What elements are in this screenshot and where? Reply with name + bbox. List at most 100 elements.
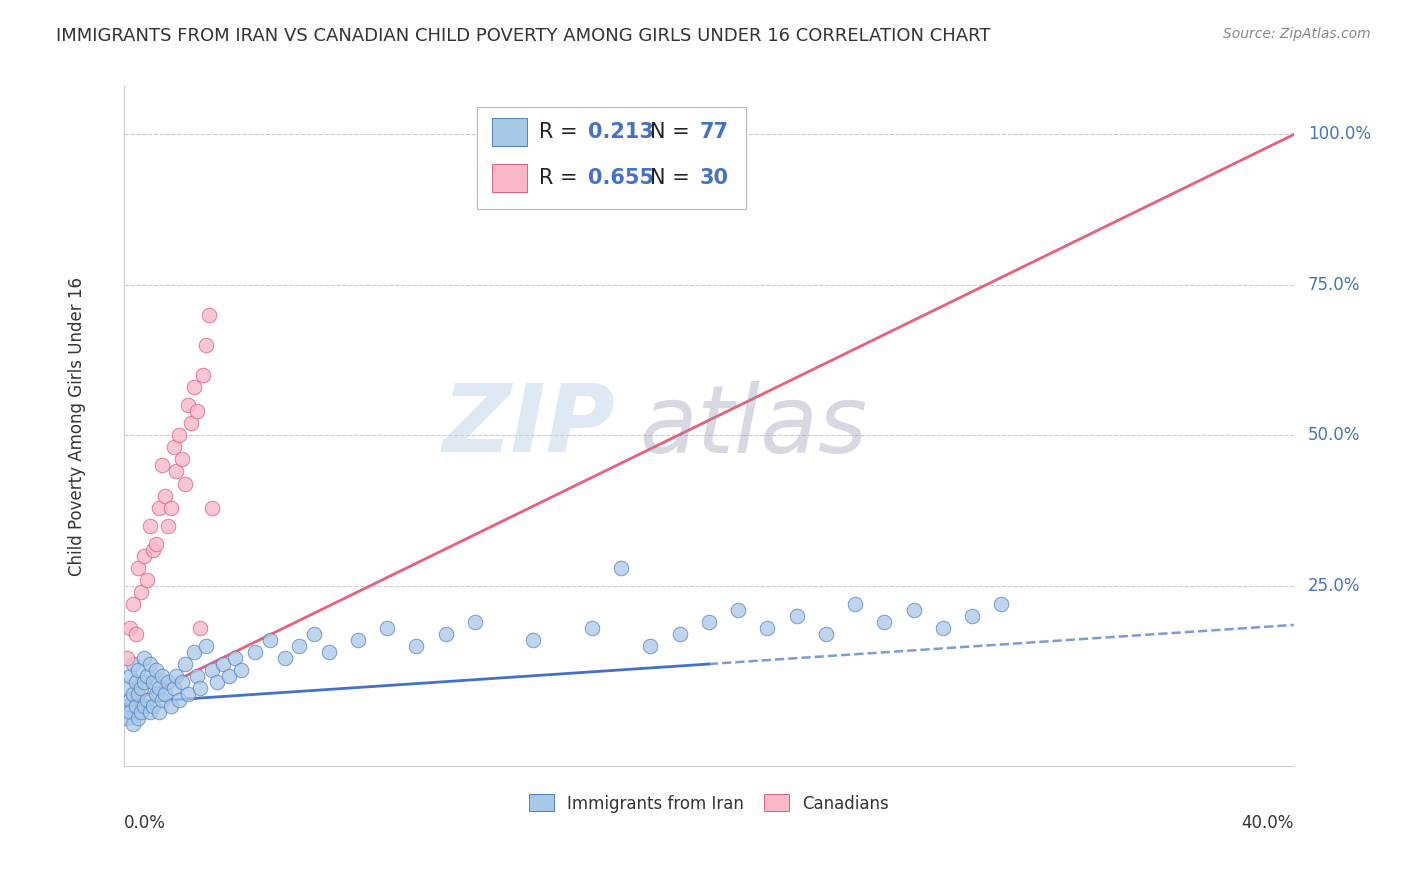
Point: [174, 476, 197, 491]
Point: [960, 608, 983, 623]
Legend: Immigrants from Iran, Canadians: Immigrants from Iran, Canadians: [522, 788, 896, 819]
Point: [990, 597, 1012, 611]
Point: [434, 627, 457, 641]
Point: [156, 675, 179, 690]
Point: [136, 693, 159, 707]
Point: [156, 518, 179, 533]
Text: 25.0%: 25.0%: [1308, 577, 1361, 595]
Point: [375, 621, 398, 635]
Point: [148, 705, 170, 719]
Point: [581, 621, 603, 635]
Text: R =: R =: [538, 169, 585, 188]
Point: [873, 615, 896, 629]
Point: [212, 657, 235, 671]
Point: [668, 627, 690, 641]
Point: [756, 621, 779, 635]
Point: [640, 639, 662, 653]
Point: [134, 675, 156, 690]
Point: [124, 699, 146, 714]
Point: [159, 699, 181, 714]
Point: [197, 308, 219, 322]
Point: [218, 669, 240, 683]
Point: [139, 705, 162, 719]
Point: [347, 632, 370, 647]
FancyBboxPatch shape: [477, 107, 747, 209]
Point: [405, 639, 427, 653]
Point: [115, 681, 138, 695]
Point: [139, 518, 162, 533]
Point: [273, 651, 295, 665]
Point: [207, 675, 229, 690]
Text: 77: 77: [699, 122, 728, 142]
Point: [118, 705, 141, 719]
Point: [145, 663, 167, 677]
Point: [115, 699, 138, 714]
Point: [194, 639, 217, 653]
Text: IMMIGRANTS FROM IRAN VS CANADIAN CHILD POVERTY AMONG GIRLS UNDER 16 CORRELATION : IMMIGRANTS FROM IRAN VS CANADIAN CHILD P…: [56, 27, 991, 45]
Point: [134, 651, 156, 665]
Point: [162, 681, 184, 695]
Point: [177, 687, 200, 701]
Point: [318, 645, 340, 659]
Point: [697, 615, 720, 629]
Point: [610, 560, 633, 574]
Point: [166, 669, 188, 683]
Point: [177, 398, 200, 412]
Point: [188, 621, 211, 635]
Text: 0.655: 0.655: [588, 169, 654, 188]
Point: [200, 500, 222, 515]
Point: [118, 693, 141, 707]
Point: [136, 669, 159, 683]
Point: [844, 597, 866, 611]
Point: [166, 465, 188, 479]
Text: 0.0%: 0.0%: [124, 814, 166, 832]
Point: [150, 669, 173, 683]
Text: Source: ZipAtlas.com: Source: ZipAtlas.com: [1223, 27, 1371, 41]
Point: [118, 621, 141, 635]
Text: Child Poverty Among Girls Under 16: Child Poverty Among Girls Under 16: [67, 277, 86, 576]
Point: [145, 687, 167, 701]
Point: [127, 687, 149, 701]
Point: [121, 657, 143, 671]
FancyBboxPatch shape: [492, 118, 527, 146]
Point: [150, 693, 173, 707]
Point: [172, 452, 194, 467]
Point: [288, 639, 311, 653]
Point: [186, 404, 208, 418]
Text: 40.0%: 40.0%: [1241, 814, 1294, 832]
Text: 75.0%: 75.0%: [1308, 276, 1360, 294]
Point: [169, 693, 191, 707]
Point: [174, 657, 197, 671]
Point: [786, 608, 808, 623]
Point: [194, 338, 217, 352]
Point: [131, 681, 153, 695]
Point: [121, 597, 143, 611]
Point: [162, 441, 184, 455]
Point: [727, 603, 749, 617]
Point: [145, 537, 167, 551]
Point: [464, 615, 486, 629]
Point: [183, 380, 205, 394]
Point: [142, 699, 165, 714]
Point: [188, 681, 211, 695]
Point: [148, 500, 170, 515]
Point: [903, 603, 925, 617]
Point: [127, 711, 149, 725]
Point: [115, 651, 138, 665]
Point: [200, 663, 222, 677]
Point: [142, 542, 165, 557]
Point: [150, 458, 173, 473]
Text: 50.0%: 50.0%: [1308, 426, 1360, 444]
Point: [118, 669, 141, 683]
Point: [302, 627, 325, 641]
Point: [172, 675, 194, 690]
Point: [127, 560, 149, 574]
Point: [229, 663, 252, 677]
Text: 0.213: 0.213: [588, 122, 654, 142]
Point: [127, 663, 149, 677]
Point: [191, 368, 214, 383]
Text: 30: 30: [699, 169, 728, 188]
Point: [932, 621, 955, 635]
Point: [159, 500, 181, 515]
Point: [124, 627, 146, 641]
